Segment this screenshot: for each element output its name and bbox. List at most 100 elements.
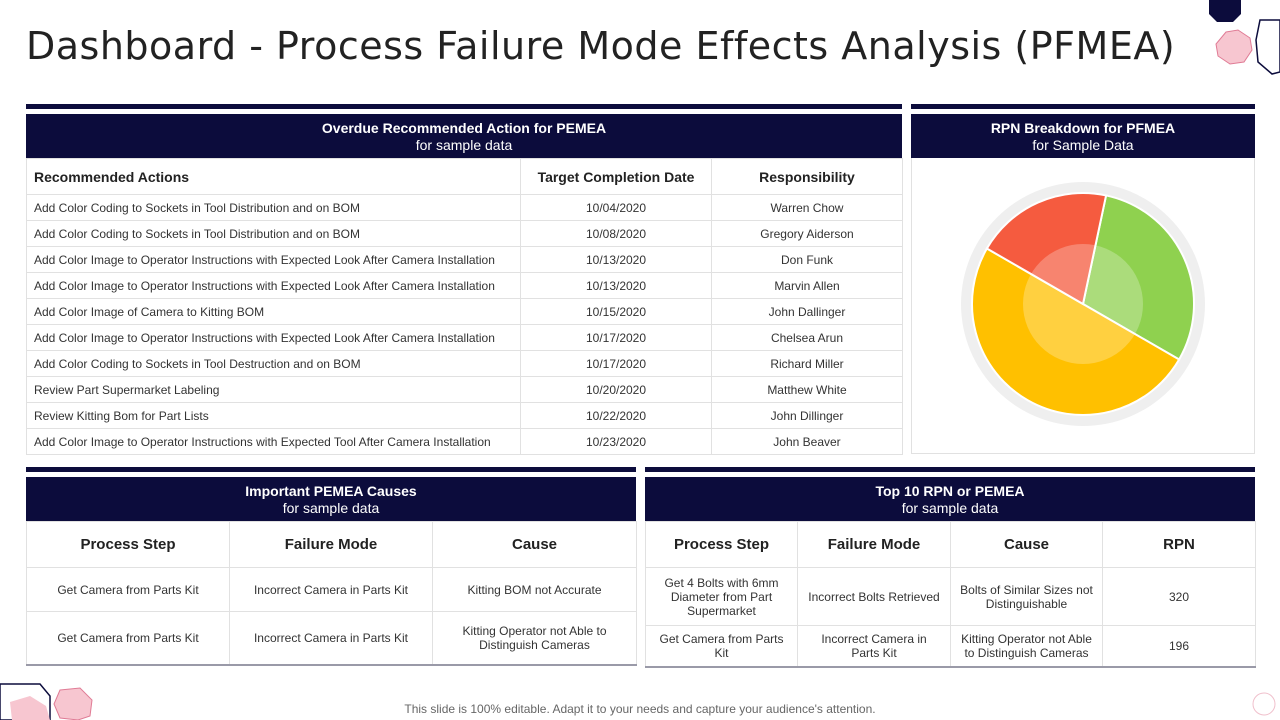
rpn-panel-header: RPN Breakdown for PFMEA for Sample Data	[911, 114, 1255, 158]
responsibility-cell: Matthew White	[711, 376, 903, 403]
date-cell: 10/04/2020	[520, 194, 712, 221]
rpn-panel-title: RPN Breakdown for PFMEA	[990, 120, 1176, 136]
date-cell: 10/13/2020	[520, 246, 712, 273]
action-cell: Add Color Coding to Sockets in Tool Dist…	[26, 194, 521, 221]
panel-top-bar	[26, 467, 636, 472]
responsibility-cell: John Beaver	[711, 428, 903, 455]
action-cell: Add Color Image of Camera to Kitting BOM	[26, 298, 521, 325]
top10-rpn-panel: Top 10 RPN or PEMEA for sample data Proc…	[645, 467, 1256, 668]
action-cell: Review Part Supermarket Labeling	[26, 376, 521, 403]
table-row: Add Color Image to Operator Instructions…	[26, 272, 903, 299]
pie-slice-3	[985, 192, 1108, 306]
responsibility-cell: Chelsea Arun	[711, 324, 903, 351]
footer-note: This slide is 100% editable. Adapt it to…	[404, 702, 876, 716]
date-cell: 10/13/2020	[520, 272, 712, 299]
failure-mode-cell: Incorrect Bolts Retrieved	[797, 567, 951, 626]
responsibility-cell: Richard Miller	[711, 350, 903, 377]
page-title: Dashboard - Process Failure Mode Effects…	[26, 24, 1176, 68]
responsibility-cell: John Dillinger	[711, 402, 903, 429]
cause-cell: Kitting Operator not Able to Distinguish…	[950, 625, 1103, 667]
action-cell: Add Color Coding to Sockets in Tool Dest…	[26, 350, 521, 377]
failure-mode-cell: Incorrect Camera in Parts Kit	[797, 625, 951, 667]
bottom-right-decoration	[1252, 692, 1276, 716]
table-row: Get Camera from Parts Kit Incorrect Camer…	[26, 611, 637, 665]
responsibility-cell: Don Funk	[711, 246, 903, 273]
date-cell: 10/22/2020	[520, 402, 712, 429]
rpn-pie-chart	[961, 182, 1205, 426]
overdue-actions-panel: Overdue Recommended Action for PEMEA for…	[26, 104, 903, 455]
process-step-cell: Get Camera from Parts Kit	[645, 625, 798, 667]
overdue-actions-table: Recommended Actions Target Completion Da…	[26, 158, 903, 455]
table-row: Review Part Supermarket Labeling 10/20/20…	[26, 376, 903, 403]
action-cell: Add Color Image to Operator Instructions…	[26, 246, 521, 273]
action-cell: Add Color Image to Operator Instructions…	[26, 428, 521, 455]
table-row: Review Kitting Bom for Part Lists 10/22/2…	[26, 402, 903, 429]
table-row: Add Color Image to Operator Instructions…	[26, 246, 903, 273]
overdue-panel-header: Overdue Recommended Action for PEMEA for…	[26, 114, 902, 158]
table-row: Get Camera from Parts Kit Incorrect Camer…	[645, 625, 1256, 667]
rpn-cell: 320	[1102, 567, 1256, 626]
date-cell: 10/20/2020	[520, 376, 712, 403]
date-cell: 10/08/2020	[520, 220, 712, 247]
date-cell: 10/17/2020	[520, 324, 712, 351]
action-cell: Add Color Coding to Sockets in Tool Dist…	[26, 220, 521, 247]
date-cell: 10/15/2020	[520, 298, 712, 325]
process-step-cell: Get Camera from Parts Kit	[26, 567, 230, 612]
responsibility-cell: Gregory Aiderson	[711, 220, 903, 247]
overdue-panel-title: Overdue Recommended Action for PEMEA	[321, 120, 607, 136]
column-header-failure-mode: Failure Mode	[229, 521, 433, 568]
important-causes-panel: Important PEMEA Causes for sample data P…	[26, 467, 637, 667]
column-header-process-step: Process Step	[26, 521, 230, 568]
rpn-breakdown-panel: RPN Breakdown for PFMEA for Sample Data	[911, 104, 1255, 454]
top-right-decoration	[1209, 0, 1280, 75]
date-cell: 10/17/2020	[520, 350, 712, 377]
column-header-process-step: Process Step	[645, 521, 798, 568]
table-row: Add Color Image to Operator Instructions…	[26, 428, 903, 455]
date-cell: 10/23/2020	[520, 428, 712, 455]
panel-top-bar	[26, 104, 902, 109]
rpn-panel-subtitle: for Sample Data	[1032, 137, 1134, 153]
column-header-failure-mode: Failure Mode	[797, 521, 951, 568]
failure-mode-cell: Incorrect Camera in Parts Kit	[229, 611, 433, 665]
top10-panel-header: Top 10 RPN or PEMEA for sample data	[645, 477, 1255, 521]
action-cell: Review Kitting Bom for Part Lists	[26, 402, 521, 429]
process-step-cell: Get Camera from Parts Kit	[26, 611, 230, 665]
column-header-recommended-actions: Recommended Actions	[26, 158, 521, 195]
bottom-left-decoration	[0, 683, 93, 720]
action-cell: Add Color Image to Operator Instructions…	[26, 324, 521, 351]
cause-cell: Kitting BOM not Accurate	[432, 567, 637, 612]
cause-cell: Bolts of Similar Sizes not Distinguishab…	[950, 567, 1103, 626]
table-header-row: Process Step Failure Mode Cause	[26, 521, 637, 568]
pie-slice-2	[971, 247, 1181, 416]
column-header-cause: Cause	[950, 521, 1103, 568]
cause-cell: Kitting Operator not Able to Distinguish…	[432, 611, 637, 665]
top10-panel-title: Top 10 RPN or PEMEA	[875, 483, 1025, 499]
causes-panel-subtitle: for sample data	[282, 500, 380, 516]
column-header-rpn: RPN	[1102, 521, 1256, 568]
overdue-panel-subtitle: for sample data	[415, 137, 513, 153]
top10-table: Process Step Failure Mode Cause RPN Get …	[645, 521, 1256, 668]
column-header-responsibility: Responsibility	[711, 158, 903, 195]
column-header-target-date: Target Completion Date	[520, 158, 712, 195]
table-row: Add Color Coding to Sockets in Tool Dist…	[26, 220, 903, 247]
action-cell: Add Color Image to Operator Instructions…	[26, 272, 521, 299]
rpn-cell: 196	[1102, 625, 1256, 667]
responsibility-cell: Warren Chow	[711, 194, 903, 221]
pie-chart-area	[911, 158, 1255, 454]
table-row: Get 4 Bolts with 6mm Diameter from Part …	[645, 567, 1256, 626]
causes-panel-title: Important PEMEA Causes	[245, 483, 417, 499]
table-row: Add Color Coding to Sockets in Tool Dist…	[26, 194, 903, 221]
pie-slice-1	[1081, 194, 1195, 361]
table-row: Add Color Image to Operator Instructions…	[26, 324, 903, 351]
responsibility-cell: John Dallinger	[711, 298, 903, 325]
table-row: Get Camera from Parts Kit Incorrect Camer…	[26, 567, 637, 612]
table-row: Add Color Image of Camera to Kitting BOM…	[26, 298, 903, 325]
table-row: Add Color Coding to Sockets in Tool Dest…	[26, 350, 903, 377]
table-header-row: Process Step Failure Mode Cause RPN	[645, 521, 1256, 568]
column-header-cause: Cause	[432, 521, 637, 568]
process-step-cell: Get 4 Bolts with 6mm Diameter from Part …	[645, 567, 798, 626]
table-header-row: Recommended Actions Target Completion Da…	[26, 158, 903, 195]
causes-table: Process Step Failure Mode Cause Get Came…	[26, 521, 637, 666]
responsibility-cell: Marvin Allen	[711, 272, 903, 299]
panel-top-bar	[645, 467, 1255, 472]
